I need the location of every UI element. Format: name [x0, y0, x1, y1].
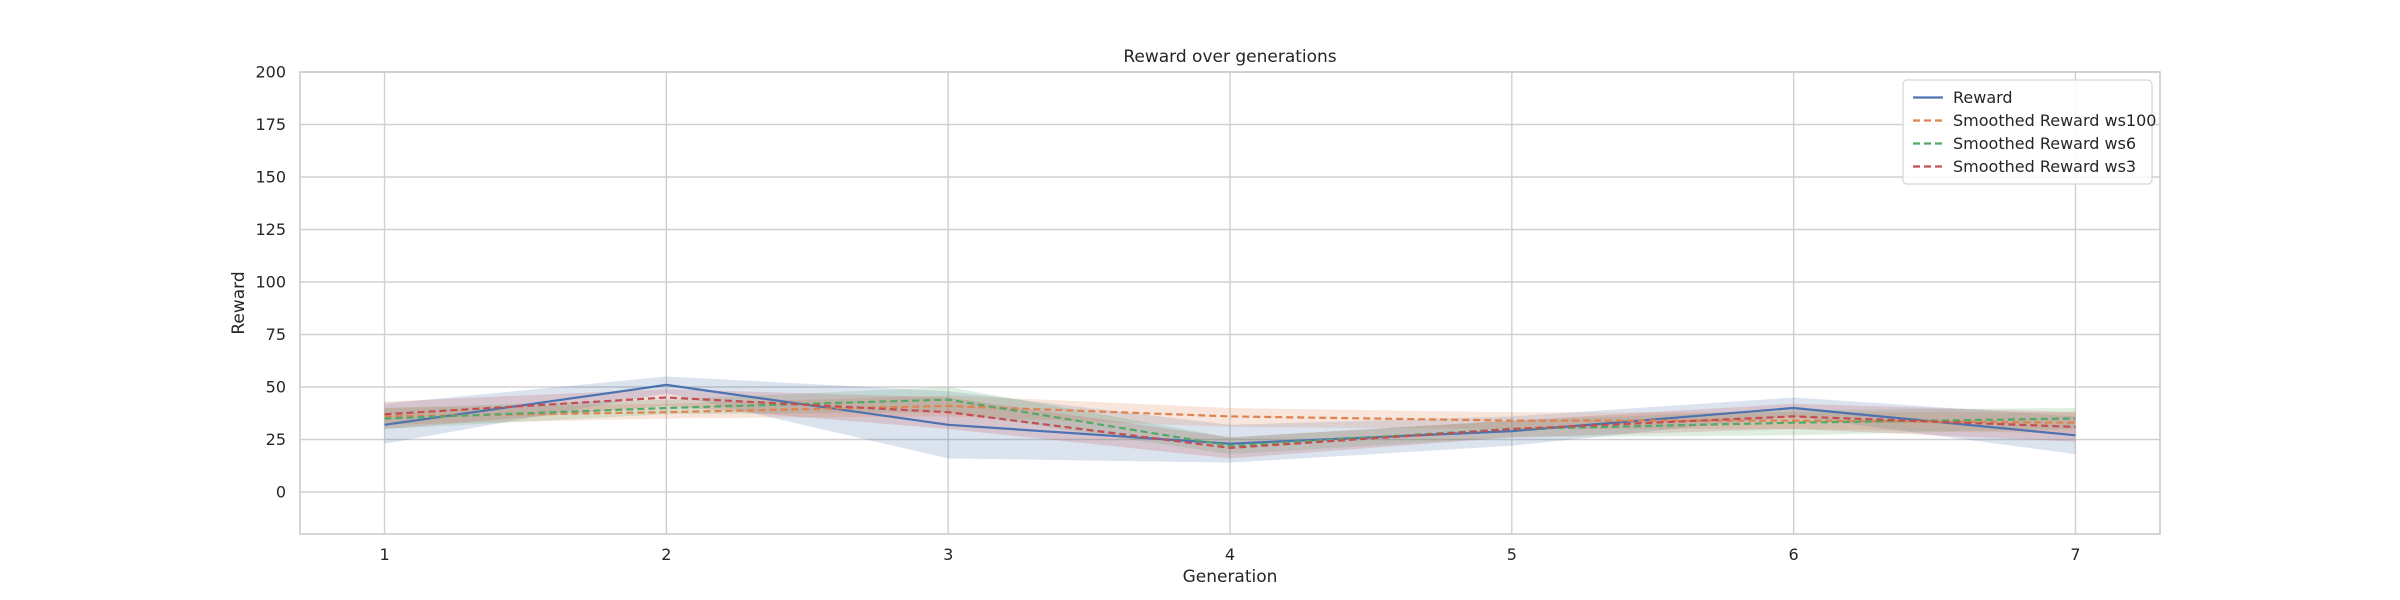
series-line-3 — [384, 398, 2076, 447]
x-tick-label: 5 — [1507, 545, 1517, 564]
x-tick-label: 3 — [943, 545, 953, 564]
x-tick-label: 7 — [2070, 545, 2080, 564]
series-band-4 — [384, 389, 2076, 459]
y-tick-label: 75 — [266, 325, 286, 344]
series-lines — [384, 383, 2076, 449]
x-tick-label: 1 — [379, 545, 389, 564]
legend-label: Smoothed Reward ws100 — [1953, 111, 2156, 130]
y-tick-label: 125 — [255, 220, 286, 239]
y-tick-label: 0 — [276, 483, 286, 502]
legend-label: Smoothed Reward ws6 — [1953, 134, 2136, 153]
chart-title: Reward over generations — [1123, 47, 1336, 67]
y-tick-label: 100 — [255, 273, 286, 292]
y-tick-label: 200 — [255, 63, 286, 82]
series-line-4 — [384, 396, 2076, 449]
x-axis-title: Generation — [1183, 567, 1278, 587]
legend: Reward Smoothed Reward ws100 Smoothed Rewa… — [1902, 79, 2156, 185]
legend-label: Smoothed Reward ws3 — [1953, 157, 2136, 176]
y-tick-label: 175 — [255, 115, 286, 134]
y-tick-label: 150 — [255, 168, 286, 187]
legend-label: Reward — [1953, 88, 2013, 107]
x-tick-label: 4 — [1225, 545, 1235, 564]
series-line-2 — [384, 404, 2076, 424]
x-tick-label: 2 — [661, 545, 671, 564]
plot-frame — [299, 71, 2161, 535]
series-band-1 — [384, 376, 2076, 463]
legend-box — [1902, 79, 2153, 185]
y-tick-label: 50 — [266, 378, 286, 397]
y-axis-title: Reward — [229, 271, 249, 334]
tick-labels: 0 25 50 75 100 125 150 175 200 1 2 3 4 5 6 7 — [255, 63, 2080, 565]
y-tick-label: 25 — [266, 430, 286, 449]
x-tick-label: 6 — [1789, 545, 1799, 564]
series-line-1 — [384, 383, 2076, 445]
